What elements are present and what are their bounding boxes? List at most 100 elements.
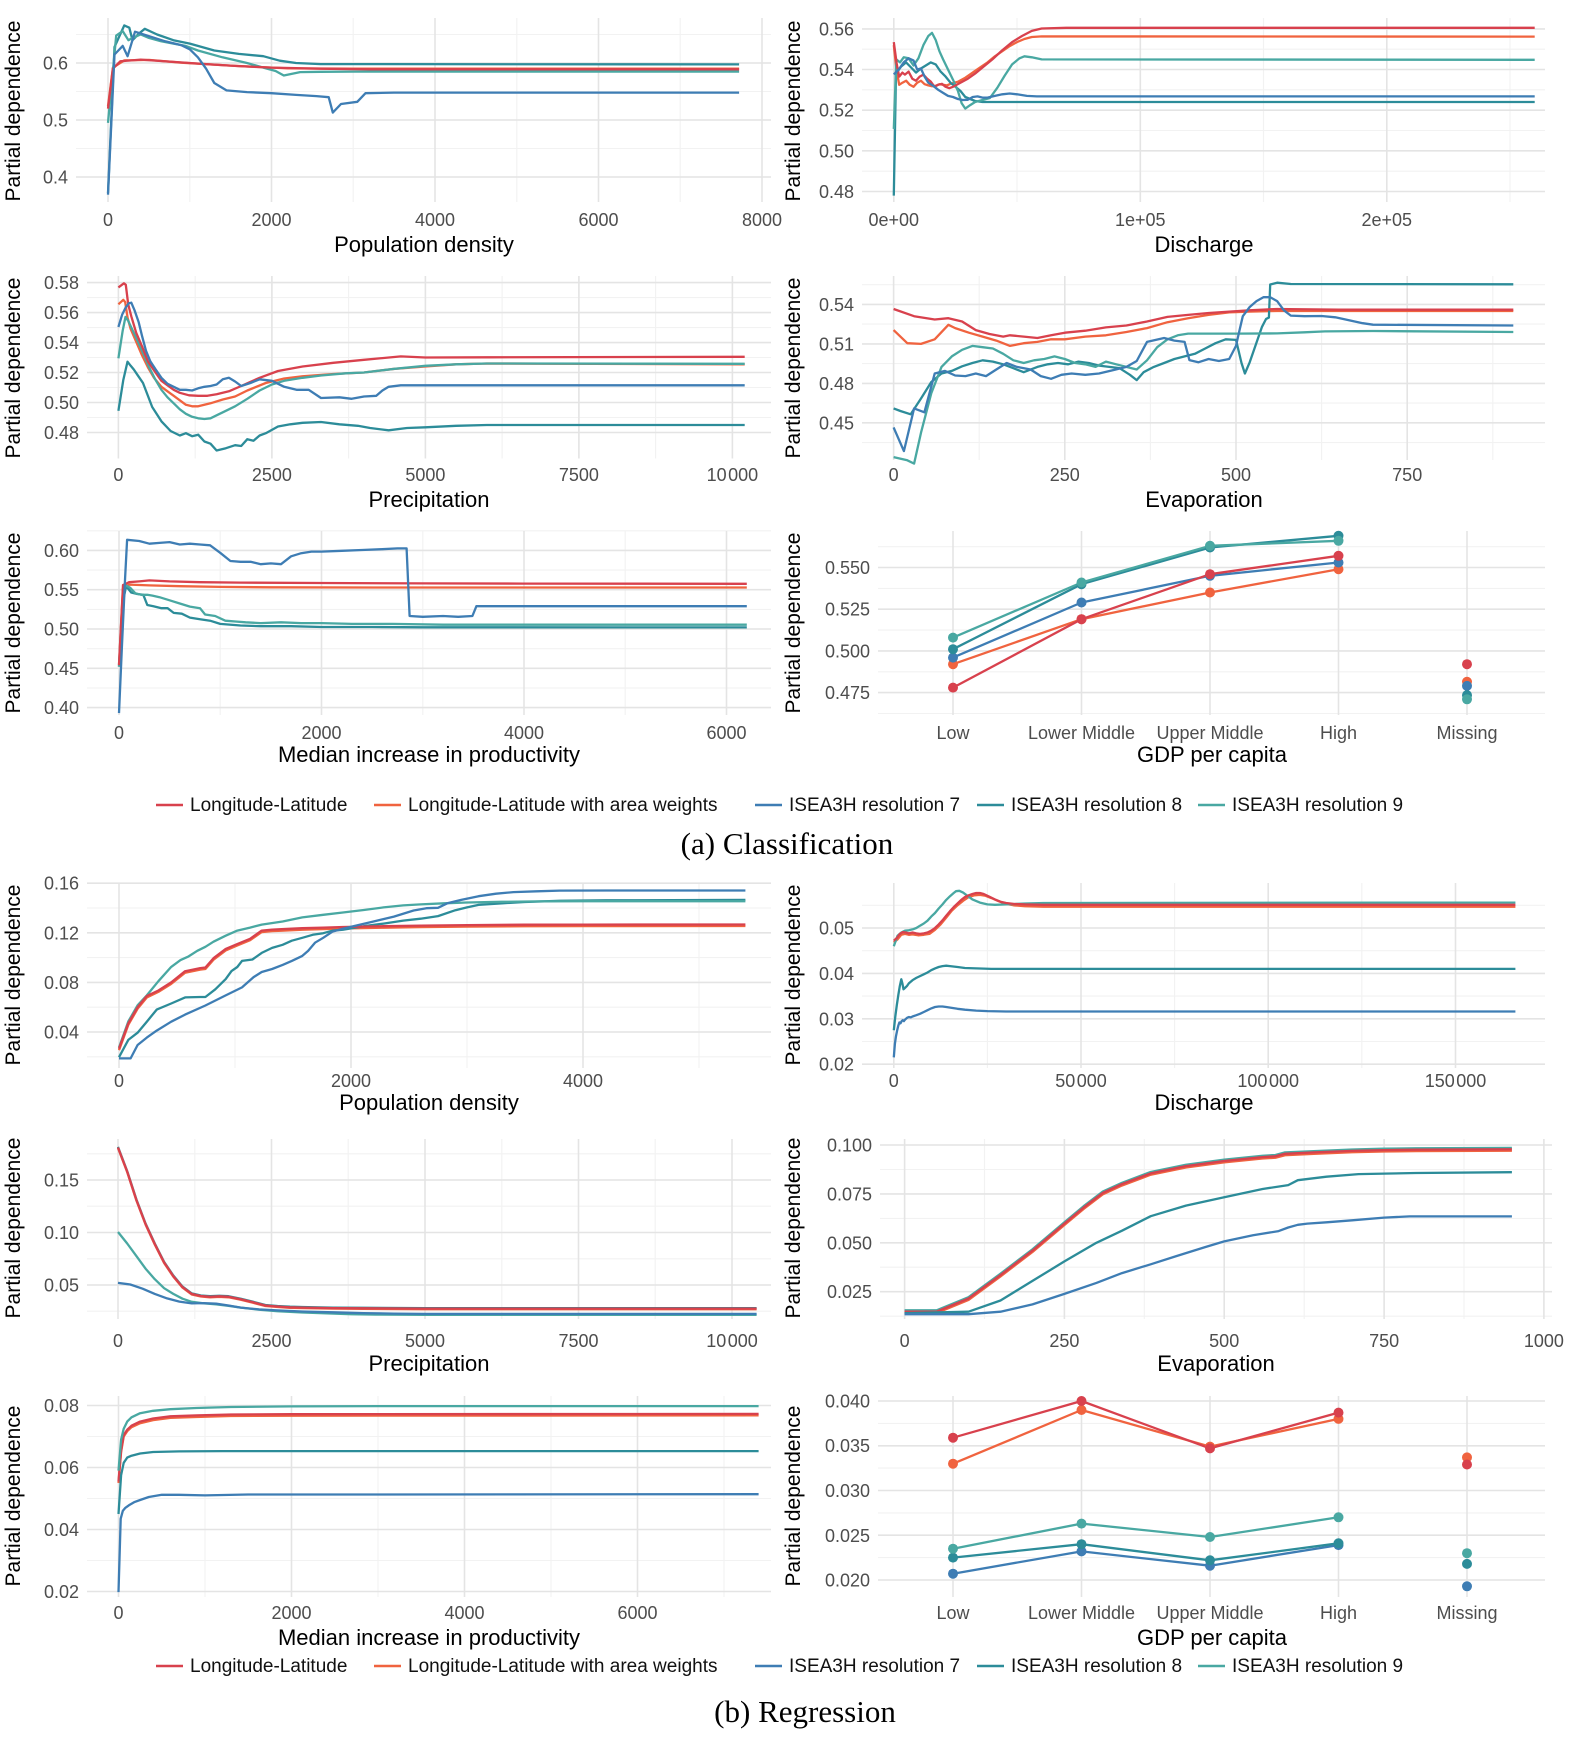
- svg-text:1e+05: 1e+05: [1115, 210, 1166, 230]
- svg-text:High: High: [1320, 723, 1357, 743]
- svg-text:Lower Middle: Lower Middle: [1028, 723, 1135, 743]
- svg-text:0.56: 0.56: [44, 303, 79, 323]
- svg-text:0.030: 0.030: [825, 1481, 870, 1501]
- svg-text:0.51: 0.51: [819, 334, 854, 354]
- svg-text:0.50: 0.50: [44, 393, 79, 413]
- svg-text:0.45: 0.45: [44, 659, 79, 679]
- svg-text:Partial dependence: Partial dependence: [2, 1138, 25, 1319]
- svg-text:Lower Middle: Lower Middle: [1028, 1603, 1135, 1623]
- svg-text:0.40: 0.40: [44, 698, 79, 718]
- svg-text:750: 750: [1392, 465, 1422, 485]
- svg-text:5000: 5000: [405, 1331, 445, 1351]
- svg-text:ISEA3H resolution 7: ISEA3H resolution 7: [789, 1656, 960, 1677]
- svg-text:Upper Middle: Upper Middle: [1156, 723, 1263, 743]
- svg-text:Missing: Missing: [1436, 723, 1497, 743]
- svg-text:250: 250: [1049, 1331, 1079, 1351]
- svg-text:Precipitation: Precipitation: [368, 487, 489, 512]
- svg-text:500: 500: [1221, 465, 1251, 485]
- svg-text:2000: 2000: [301, 723, 341, 743]
- svg-text:0.48: 0.48: [44, 423, 79, 443]
- svg-text:4000: 4000: [444, 1603, 484, 1623]
- svg-text:0.500: 0.500: [825, 641, 870, 661]
- svg-text:Median increase in productivit: Median increase in productivity: [278, 742, 580, 767]
- svg-text:ISEA3H resolution 8: ISEA3H resolution 8: [1011, 795, 1182, 816]
- svg-text:0.04: 0.04: [44, 1023, 79, 1043]
- svg-text:0.50: 0.50: [44, 620, 79, 640]
- svg-text:0: 0: [889, 465, 899, 485]
- svg-text:7500: 7500: [559, 465, 599, 485]
- svg-text:0.54: 0.54: [819, 295, 854, 315]
- svg-text:10 000: 10 000: [707, 465, 759, 485]
- svg-text:0.60: 0.60: [44, 541, 79, 561]
- svg-text:Partial dependence: Partial dependence: [782, 278, 805, 459]
- svg-text:0: 0: [900, 1331, 910, 1351]
- svg-text:0.06: 0.06: [44, 1458, 79, 1478]
- svg-text:0: 0: [114, 723, 124, 743]
- svg-text:Partial dependence: Partial dependence: [2, 1406, 25, 1587]
- svg-text:2500: 2500: [251, 1331, 291, 1351]
- svg-text:6000: 6000: [578, 210, 618, 230]
- svg-text:0.050: 0.050: [827, 1233, 872, 1253]
- svg-text:150 000: 150 000: [1425, 1071, 1487, 1091]
- svg-text:1000: 1000: [1524, 1331, 1564, 1351]
- svg-text:4000: 4000: [415, 210, 455, 230]
- svg-text:0.50: 0.50: [819, 141, 854, 161]
- svg-text:0.02: 0.02: [819, 1055, 854, 1075]
- svg-text:Low: Low: [936, 723, 970, 743]
- svg-text:0: 0: [113, 1603, 123, 1623]
- svg-text:0.05: 0.05: [44, 1276, 79, 1296]
- svg-text:0.08: 0.08: [44, 973, 79, 993]
- svg-text:(b) Regression: (b) Regression: [714, 1694, 896, 1729]
- svg-text:0: 0: [114, 1071, 124, 1091]
- svg-text:0.54: 0.54: [44, 333, 79, 353]
- svg-text:Population density: Population density: [334, 232, 514, 257]
- svg-text:0.6: 0.6: [43, 54, 68, 74]
- svg-text:0.55: 0.55: [44, 580, 79, 600]
- svg-text:0.075: 0.075: [827, 1184, 872, 1204]
- svg-text:0.475: 0.475: [825, 683, 870, 703]
- svg-text:0: 0: [113, 465, 123, 485]
- svg-text:6000: 6000: [706, 723, 746, 743]
- svg-text:Population density: Population density: [339, 1090, 519, 1115]
- svg-text:2500: 2500: [252, 465, 292, 485]
- svg-text:Missing: Missing: [1436, 1603, 1497, 1623]
- svg-text:GDP per capita: GDP per capita: [1137, 1625, 1288, 1650]
- svg-text:2000: 2000: [271, 1603, 311, 1623]
- svg-text:0: 0: [103, 210, 113, 230]
- svg-text:Partial dependence: Partial dependence: [782, 1406, 805, 1587]
- svg-text:Discharge: Discharge: [1154, 232, 1253, 257]
- svg-text:0.52: 0.52: [819, 101, 854, 121]
- svg-text:2000: 2000: [331, 1071, 371, 1091]
- svg-text:0: 0: [889, 1071, 899, 1091]
- svg-text:7500: 7500: [558, 1331, 598, 1351]
- svg-text:0.03: 0.03: [819, 1009, 854, 1029]
- svg-text:ISEA3H resolution 9: ISEA3H resolution 9: [1232, 1656, 1403, 1677]
- svg-text:4000: 4000: [563, 1071, 603, 1091]
- svg-text:0.15: 0.15: [44, 1171, 79, 1191]
- svg-text:Partial dependence: Partial dependence: [782, 21, 805, 202]
- svg-text:0.05: 0.05: [819, 919, 854, 939]
- svg-text:0.100: 0.100: [827, 1136, 872, 1156]
- svg-text:0.025: 0.025: [827, 1282, 872, 1302]
- svg-text:High: High: [1320, 1603, 1357, 1623]
- svg-text:Longitude-Latitude with area w: Longitude-Latitude with area weights: [408, 795, 717, 816]
- svg-text:Median increase in productivit: Median increase in productivity: [278, 1625, 580, 1650]
- svg-text:10 000: 10 000: [706, 1331, 758, 1351]
- svg-text:0.10: 0.10: [44, 1223, 79, 1243]
- svg-text:0.45: 0.45: [819, 413, 854, 433]
- svg-text:5000: 5000: [405, 465, 445, 485]
- svg-text:250: 250: [1050, 465, 1080, 485]
- svg-text:0.02: 0.02: [44, 1582, 79, 1602]
- svg-text:Partial dependence: Partial dependence: [2, 533, 25, 714]
- svg-text:Partial dependence: Partial dependence: [2, 21, 25, 202]
- svg-text:0.040: 0.040: [825, 1392, 870, 1412]
- svg-text:0e+00: 0e+00: [869, 210, 920, 230]
- svg-text:Precipitation: Precipitation: [368, 1351, 489, 1376]
- svg-text:0.5: 0.5: [43, 111, 68, 131]
- svg-text:Longitude-Latitude with area w: Longitude-Latitude with area weights: [408, 1656, 717, 1677]
- svg-text:50 000: 50 000: [1055, 1071, 1107, 1091]
- svg-text:750: 750: [1369, 1331, 1399, 1351]
- svg-text:Partial dependence: Partial dependence: [782, 533, 805, 714]
- svg-text:Discharge: Discharge: [1154, 1090, 1253, 1115]
- svg-text:Partial dependence: Partial dependence: [782, 885, 805, 1066]
